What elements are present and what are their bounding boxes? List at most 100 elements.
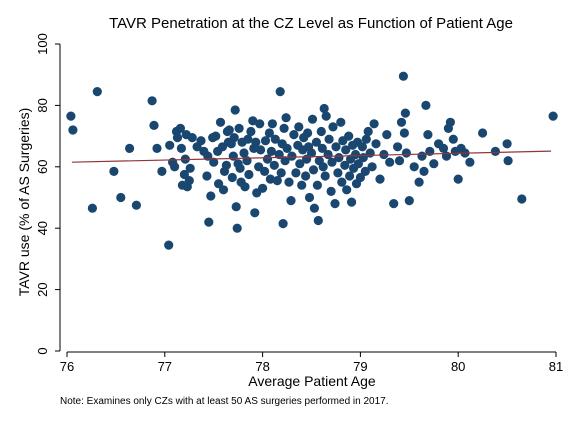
data-point: [425, 147, 434, 156]
data-point: [429, 159, 438, 168]
data-point: [164, 241, 173, 250]
data-point: [305, 193, 314, 202]
data-point: [314, 216, 323, 225]
data-point: [280, 124, 289, 133]
data-point: [270, 161, 279, 170]
data-point: [313, 181, 322, 190]
data-point: [478, 128, 487, 137]
data-point: [125, 144, 134, 153]
data-point: [321, 171, 330, 180]
data-point: [202, 171, 211, 180]
y-tick-label: 0: [35, 347, 50, 354]
data-point: [282, 113, 291, 122]
x-axis-label: Average Patient Age: [248, 373, 376, 389]
y-tick-label: 100: [35, 33, 50, 55]
data-point: [242, 156, 251, 165]
data-point: [132, 201, 141, 210]
data-point: [66, 112, 75, 121]
data-point: [219, 185, 228, 194]
data-point: [286, 196, 295, 205]
data-point: [68, 125, 77, 134]
data-point: [393, 142, 402, 151]
data-point: [325, 135, 334, 144]
x-tick-label: 77: [158, 359, 172, 374]
data-point: [116, 193, 125, 202]
data-point: [230, 133, 239, 142]
data-point: [417, 152, 426, 161]
y-axis-label: TAVR use (% of AS Surgeries): [16, 108, 32, 297]
data-point: [291, 168, 300, 177]
data-point: [410, 162, 419, 171]
data-point: [206, 191, 215, 200]
x-tick-label: 80: [451, 359, 465, 374]
data-point: [173, 133, 182, 142]
data-point: [308, 115, 317, 124]
data-point: [256, 145, 265, 154]
data-point: [301, 171, 310, 180]
data-point: [342, 185, 351, 194]
data-point: [397, 118, 406, 127]
data-point: [251, 138, 260, 147]
data-point: [250, 208, 259, 217]
data-point: [454, 175, 463, 184]
data-point: [157, 167, 166, 176]
data-point: [319, 162, 328, 171]
data-point: [317, 127, 326, 136]
data-point: [186, 164, 195, 173]
data-point: [375, 175, 384, 184]
data-point: [421, 101, 430, 110]
y-tick-label: 60: [35, 160, 50, 174]
data-point: [185, 176, 194, 185]
data-point: [276, 87, 285, 96]
data-point: [235, 124, 244, 133]
data-point: [330, 199, 339, 208]
data-point: [337, 178, 346, 187]
data-point: [88, 204, 97, 213]
x-tick-label: 78: [255, 359, 269, 374]
data-point: [504, 156, 513, 165]
x-tick-label: 76: [60, 359, 74, 374]
data-point: [148, 96, 157, 105]
data-point: [400, 128, 409, 137]
data-point: [196, 136, 205, 145]
data-point: [503, 139, 512, 148]
data-point: [362, 135, 371, 144]
data-point: [93, 87, 102, 96]
data-point: [370, 119, 379, 128]
data-point: [442, 152, 451, 161]
data-point: [231, 105, 240, 114]
data-point: [109, 167, 118, 176]
data-point: [401, 109, 410, 118]
data-point: [399, 72, 408, 81]
data-point: [328, 122, 337, 131]
data-point: [277, 168, 286, 177]
data-point: [177, 144, 186, 153]
data-point: [228, 173, 237, 182]
data-point: [491, 147, 500, 156]
data-point: [549, 112, 558, 121]
data-point: [225, 125, 234, 134]
data-point: [255, 119, 264, 128]
data-point: [385, 158, 394, 167]
data-point: [517, 194, 526, 203]
data-point: [284, 178, 293, 187]
data-point: [211, 132, 220, 141]
data-point: [289, 130, 298, 139]
x-tick-label: 79: [353, 359, 367, 374]
data-point: [283, 144, 292, 153]
data-point: [364, 127, 373, 136]
data-point: [294, 122, 303, 131]
y-tick-label: 80: [35, 98, 50, 112]
data-point: [371, 139, 380, 148]
data-point: [233, 224, 242, 233]
data-point: [303, 128, 312, 137]
data-point: [423, 130, 432, 139]
data-point: [188, 133, 197, 142]
data-point: [246, 127, 255, 136]
data-point: [344, 132, 353, 141]
data-point: [222, 161, 231, 170]
data-point: [347, 198, 356, 207]
data-point: [260, 167, 269, 176]
